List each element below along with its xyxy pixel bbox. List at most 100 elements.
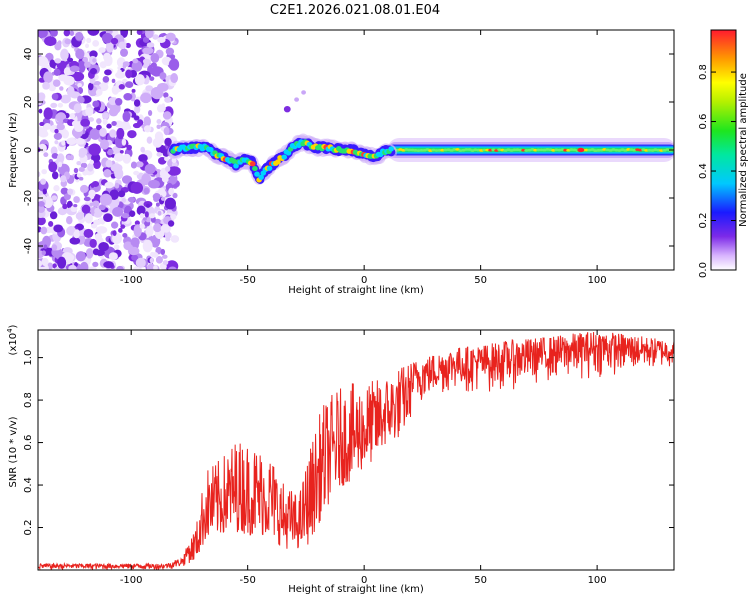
noise-blob	[125, 69, 133, 79]
signal-peak	[577, 147, 585, 153]
noise-blob	[161, 190, 167, 198]
noise-blob	[70, 154, 74, 161]
snr-series-line	[38, 332, 674, 570]
noise-blob	[74, 229, 80, 234]
noise-blob	[134, 74, 145, 86]
noise-blob	[123, 92, 133, 101]
noise-blob	[75, 138, 85, 145]
signal-point	[231, 158, 237, 164]
noise-blob	[40, 178, 47, 185]
noise-blob	[133, 99, 141, 107]
isolated-blob	[294, 97, 299, 102]
noise-blob	[69, 65, 80, 72]
noise-blob	[152, 34, 159, 40]
colorbar-label: Normalized spectral amplitude	[738, 73, 749, 227]
x-tick-label: 0	[361, 575, 367, 586]
noise-blob	[38, 108, 43, 114]
noise-blob	[60, 207, 69, 214]
noise-blob	[114, 167, 124, 180]
noise-blob	[165, 47, 175, 56]
noise-blob	[140, 92, 152, 104]
signal-point	[249, 161, 256, 167]
noise-blob	[142, 47, 154, 55]
noise-blob	[82, 56, 89, 63]
noise-blob	[77, 95, 84, 103]
noise-blob	[160, 224, 172, 233]
noise-blob	[120, 48, 129, 57]
noise-blob	[130, 182, 144, 194]
noise-blob	[159, 72, 167, 80]
y-tick-label: 0.2	[23, 520, 34, 536]
noise-blob	[96, 124, 102, 131]
noise-blob	[156, 152, 163, 157]
noise-blob	[146, 42, 155, 48]
noise-blob	[144, 206, 151, 212]
noise-blob	[80, 118, 91, 127]
noise-blob	[108, 107, 119, 117]
noise-blob	[118, 84, 125, 90]
noise-blob	[135, 161, 144, 168]
noise-blob	[89, 202, 94, 207]
signal-point	[388, 146, 394, 152]
signal-point	[208, 147, 214, 153]
noise-blob	[85, 43, 90, 49]
noise-blob	[122, 233, 128, 238]
noise-blob	[162, 260, 169, 266]
noise-blob	[43, 71, 53, 83]
noise-blob	[98, 47, 106, 53]
noise-blob	[170, 235, 180, 243]
noise-blob	[134, 220, 140, 226]
noise-blob	[164, 156, 170, 162]
noise-blob	[67, 188, 74, 195]
noise-blob	[69, 30, 75, 36]
y-tick-label: 0.6	[23, 435, 34, 451]
noise-blob	[92, 261, 99, 267]
noise-blob	[89, 238, 97, 248]
colorbar-tick-label: 0.2	[698, 213, 709, 229]
noise-blob	[62, 203, 68, 210]
noise-blob	[113, 244, 120, 250]
noise-blob	[139, 212, 145, 219]
noise-blob	[127, 130, 137, 139]
noise-blob	[95, 88, 103, 96]
noise-blob	[78, 166, 85, 172]
noise-blob	[38, 30, 48, 39]
spectrogram-x-axis: -100 -50 0 50 100	[120, 30, 607, 286]
noise-blob	[88, 117, 95, 122]
snr-scale-factor: (x104)	[6, 324, 19, 355]
noise-blob	[84, 61, 91, 68]
noise-blob	[60, 175, 67, 183]
spectrogram-y-axis: -40 -20 0 20 40	[23, 48, 674, 254]
noise-blob	[156, 118, 162, 125]
noise-blob	[99, 139, 110, 150]
spectrogram-panel: -100 -50 0 50 100 -40 -20 0 20 40 Height of stra…	[8, 29, 675, 296]
y-tick-label: 0.8	[23, 392, 34, 408]
noise-blob	[38, 92, 46, 101]
noise-blob	[139, 223, 145, 229]
noise-blob	[58, 74, 69, 82]
colorbar-tick-label: 0.6	[698, 114, 709, 130]
noise-blob	[51, 244, 58, 251]
noise-blob	[121, 138, 127, 146]
snr-panel: -100 -50 0 50 100 0.2 0.4 0.6 0.8 1.0 Height of …	[6, 324, 675, 595]
noise-blob	[94, 232, 103, 241]
noise-blob	[111, 221, 119, 229]
noise-blob	[92, 100, 100, 108]
snr-y-label: SNR (10 * v/v)	[8, 416, 19, 487]
snr-y-axis: 0.2 0.4 0.6 0.8 1.0	[23, 350, 674, 536]
noise-blob	[171, 161, 178, 168]
noise-blob	[89, 68, 98, 75]
noise-blob	[40, 126, 48, 137]
noise-blob	[85, 248, 94, 259]
noise-blob	[142, 36, 150, 43]
signal-point	[233, 163, 239, 169]
noise-blob	[118, 227, 123, 233]
noise-blob	[163, 92, 169, 98]
x-tick-label: -100	[120, 575, 143, 586]
noise-blob	[106, 123, 112, 129]
x-tick-label: -50	[239, 275, 255, 286]
noise-blob	[75, 251, 86, 262]
noise-blob	[61, 114, 66, 119]
noise-blob	[98, 217, 104, 223]
